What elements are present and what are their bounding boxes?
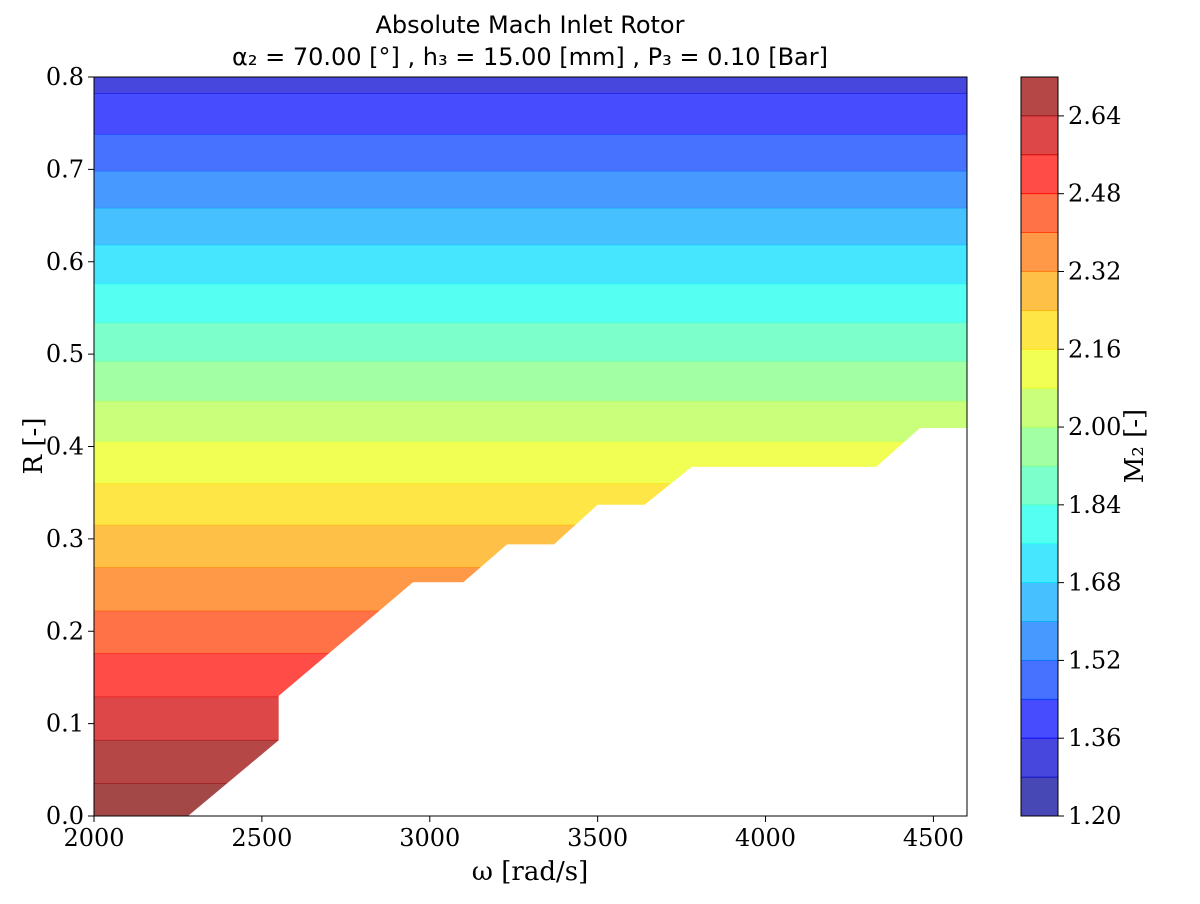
contour-band-3 — [94, 170, 967, 209]
colorbar-segment-1 — [1021, 738, 1058, 778]
colorbar-tick-label-4: 1.84 — [1068, 491, 1121, 519]
contour-band-8 — [94, 361, 967, 402]
y-tick-label-2: 0.2 — [46, 617, 84, 645]
colorbar-segment-0 — [1021, 777, 1058, 816]
y-tick-label-7: 0.7 — [46, 155, 84, 183]
colorbar-tick-label-8: 2.48 — [1068, 180, 1121, 208]
colorbar-segment-18 — [1021, 77, 1058, 116]
colorbar-segment-4 — [1021, 621, 1058, 661]
x-axis-ticks: 2000 2500 3000 3500 4000 4500 — [63, 816, 964, 852]
contour-band-4 — [94, 207, 967, 246]
x-tick-label-0: 2000 — [63, 824, 124, 852]
x-axis-label: ω [rad/s] — [472, 857, 588, 887]
colorbar-segment-7 — [1021, 504, 1058, 544]
x-tick-label-1: 2500 — [231, 824, 292, 852]
colorbar-segment-6 — [1021, 543, 1058, 583]
contour-band-9 — [94, 400, 967, 443]
contour-band-5 — [94, 244, 967, 285]
x-tick-label-4: 4000 — [735, 824, 796, 852]
y-tick-label-5: 0.5 — [46, 340, 84, 368]
chart-title-line2: α₂ = 70.00 [°] , h₃ = 15.00 [mm] , P₃ = … — [232, 43, 828, 71]
y-tick-label-4: 0.4 — [46, 433, 84, 461]
contour-band-6 — [94, 283, 967, 324]
colorbar-segment-11 — [1021, 349, 1058, 389]
colorbar-segment-2 — [1021, 699, 1058, 739]
colorbar-label: M₂ [-] — [1120, 409, 1150, 483]
colorbar-frame — [1020, 76, 1059, 817]
colorbar-tick-label-6: 2.16 — [1068, 335, 1121, 363]
colorbar-tick-label-7: 2.32 — [1068, 257, 1121, 285]
colorbar-ticks: 1.20 1.36 1.52 1.68 1.84 2.00 2.16 2.32 2.48 2.64 — [1058, 102, 1121, 830]
contour-band-1 — [94, 93, 967, 135]
colorbar-segment-8 — [1021, 465, 1058, 505]
colorbar-segment-16 — [1021, 154, 1058, 194]
chart-title-line1: Absolute Mach Inlet Rotor — [376, 11, 685, 39]
colorbar-tick-label-9: 2.64 — [1068, 102, 1121, 130]
colorbar-segment-15 — [1021, 193, 1058, 233]
contour-band-0 — [94, 77, 967, 94]
y-axis-label: R [-] — [19, 418, 49, 475]
colorbar-tick-label-5: 2.00 — [1068, 413, 1121, 441]
colorbar-segment-10 — [1021, 388, 1058, 428]
y-tick-label-3: 0.3 — [46, 525, 84, 553]
colorbar-segment-9 — [1021, 427, 1058, 466]
colorbar-segment-14 — [1021, 232, 1058, 272]
y-axis-ticks: 0.0 0.1 0.2 0.3 0.4 0.5 0.6 0.7 0.8 — [46, 63, 94, 830]
y-tick-label-8: 0.8 — [46, 63, 84, 91]
colorbar-segment-3 — [1021, 660, 1058, 700]
y-tick-label-6: 0.6 — [46, 248, 84, 276]
colorbar-tick-label-3: 1.68 — [1068, 569, 1121, 597]
colorbar-segment-17 — [1021, 115, 1058, 155]
colorbar-segment-13 — [1021, 271, 1058, 311]
contour-band-2 — [94, 133, 967, 172]
colorbar-tick-label-0: 1.20 — [1068, 802, 1121, 830]
x-tick-label-5: 4500 — [903, 824, 964, 852]
colorbar-segment-5 — [1021, 582, 1058, 622]
x-tick-label-2: 3000 — [399, 824, 460, 852]
colorbar-tick-label-1: 1.36 — [1068, 724, 1121, 752]
colorbar — [1021, 77, 1058, 816]
invalid-region-mask — [188, 428, 967, 816]
y-tick-label-0: 0.0 — [46, 802, 84, 830]
y-tick-label-1: 0.1 — [46, 710, 84, 738]
x-tick-label-3: 3500 — [567, 824, 628, 852]
contour-band-7 — [94, 322, 967, 362]
colorbar-segment-12 — [1021, 310, 1058, 350]
colorbar-tick-label-2: 1.52 — [1068, 646, 1121, 674]
